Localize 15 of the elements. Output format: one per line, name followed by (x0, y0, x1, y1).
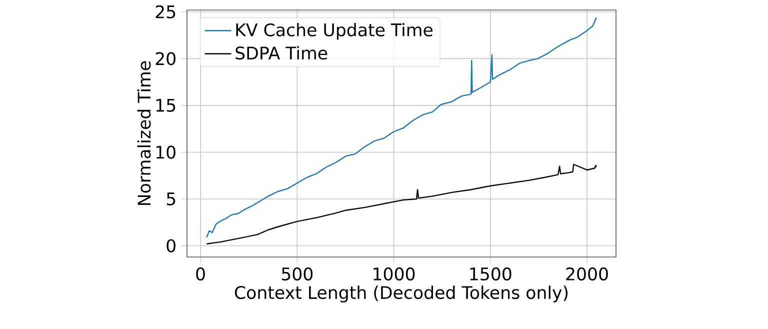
y-tick-label: 10 (156, 146, 176, 159)
x-tick-label: 1000 (374, 267, 415, 281)
x-tick-label: 1500 (470, 267, 512, 281)
legend-label: SDPA Time (236, 46, 328, 60)
y-tick-label: 5 (166, 192, 176, 206)
legend-label: KV Cache Update Time (236, 23, 433, 40)
x-tick-label: 2000 (566, 267, 608, 281)
y-axis-title: Normalized Time (137, 61, 151, 205)
y-tick-label: 0 (166, 239, 176, 252)
y-tick-label: 20 (156, 52, 176, 66)
x-tick-label: 0 (196, 267, 205, 281)
x-axis-title: Context Length (Decoded Tokens only) (234, 286, 568, 302)
y-tick-label: 15 (156, 98, 176, 112)
x-tick-label: 500 (282, 267, 313, 281)
y-tick-label: 25 (156, 5, 176, 18)
